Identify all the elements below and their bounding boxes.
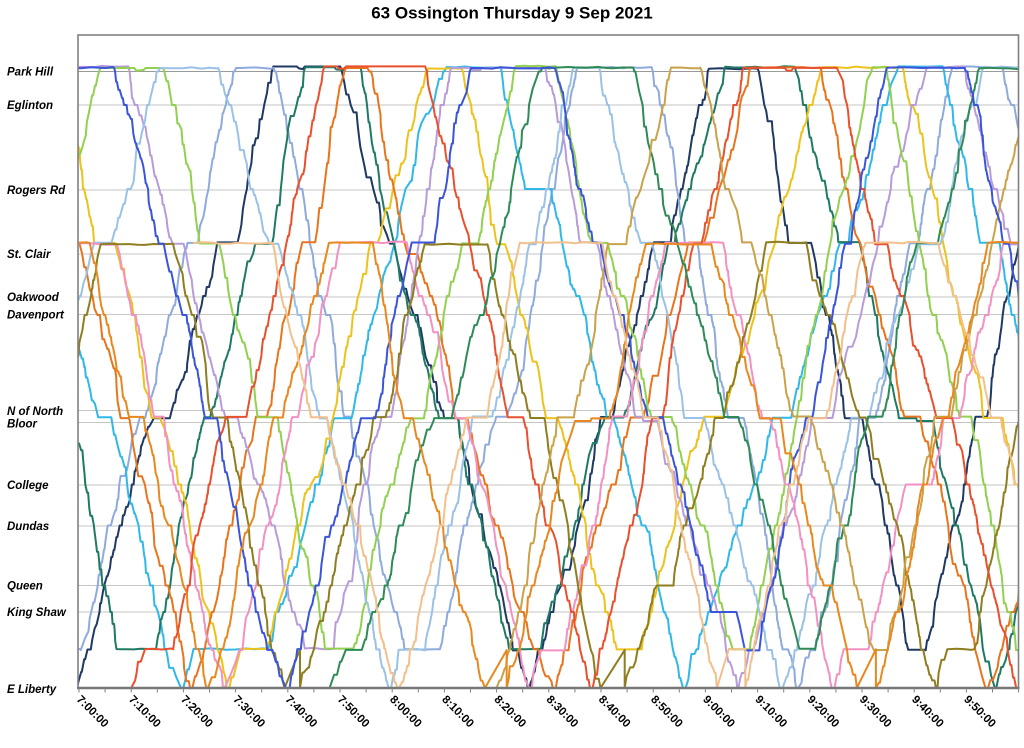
svg-text:Oakwood: Oakwood — [7, 292, 60, 304]
svg-text:Davenport: Davenport — [7, 310, 65, 322]
svg-text:N of North: N of North — [7, 406, 63, 418]
svg-text:Park Hill: Park Hill — [7, 67, 54, 79]
svg-text:Dundas: Dundas — [7, 521, 49, 533]
svg-text:King Shaw: King Shaw — [7, 607, 67, 619]
svg-text:College: College — [7, 480, 49, 492]
svg-text:Rogers Rd: Rogers Rd — [7, 185, 66, 197]
svg-text:63 Ossington Thursday 9 Sep 20: 63 Ossington Thursday 9 Sep 2021 — [371, 3, 653, 22]
svg-text:Queen: Queen — [7, 581, 43, 593]
svg-text:Bloor: Bloor — [7, 419, 38, 431]
svg-text:E Liberty: E Liberty — [7, 684, 57, 696]
svg-text:Eglinton: Eglinton — [7, 100, 53, 112]
svg-text:St. Clair: St. Clair — [7, 249, 51, 261]
